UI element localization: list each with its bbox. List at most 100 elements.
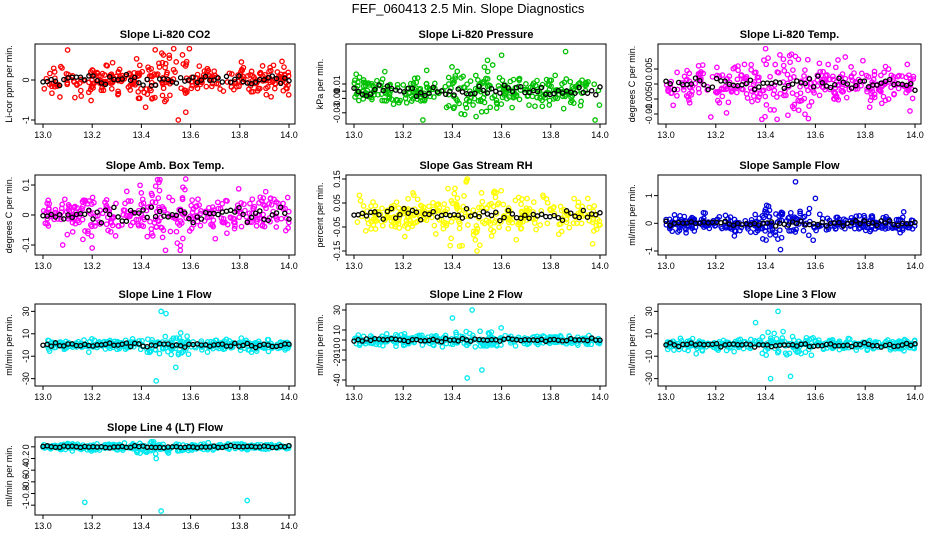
data-point xyxy=(152,46,159,53)
data-point xyxy=(259,63,266,69)
reference-point xyxy=(261,77,267,83)
reference-point xyxy=(874,222,880,229)
reference-point xyxy=(878,218,884,224)
reference-point xyxy=(232,340,238,347)
reference-point xyxy=(848,220,855,226)
data-point xyxy=(808,98,815,105)
reference-point xyxy=(472,90,478,97)
reference-point xyxy=(173,212,180,219)
x-tick-label: 13.8 xyxy=(542,392,560,402)
data-point xyxy=(273,224,280,230)
reference-point xyxy=(730,222,737,229)
data-point xyxy=(421,97,428,104)
data-point xyxy=(685,94,691,100)
reference-point xyxy=(182,344,188,350)
chart-title: Slope Line 4 (LT) Flow xyxy=(107,422,223,434)
data-point xyxy=(483,217,490,224)
data-point xyxy=(777,246,784,253)
data-point xyxy=(127,87,134,93)
data-point xyxy=(362,228,369,234)
data-point xyxy=(751,69,758,76)
data-point xyxy=(80,197,87,204)
data-point xyxy=(395,217,402,224)
data-point xyxy=(79,216,86,223)
data-point xyxy=(716,213,723,220)
data-point xyxy=(201,68,208,74)
data-point xyxy=(108,85,115,92)
x-tick-label: 13.2 xyxy=(707,130,725,140)
reference-point xyxy=(417,89,424,96)
reference-point xyxy=(447,88,453,95)
data-point xyxy=(41,85,48,92)
data-point xyxy=(196,63,203,69)
x-tick-label: 13.4 xyxy=(133,130,151,140)
data-point xyxy=(57,94,63,100)
data-point xyxy=(285,91,292,98)
data-point xyxy=(765,329,771,336)
reference-point xyxy=(282,210,288,217)
reference-point xyxy=(380,216,386,222)
data-point xyxy=(278,215,285,222)
data-point xyxy=(351,80,358,87)
chart-title: Slope Li-820 Temp. xyxy=(740,29,839,41)
data-point xyxy=(431,222,438,229)
data-point xyxy=(224,230,230,237)
reference-point xyxy=(840,79,847,85)
data-point xyxy=(885,66,892,72)
data-point xyxy=(172,215,179,222)
data-point xyxy=(194,71,201,78)
reference-point xyxy=(476,83,482,90)
reference-point xyxy=(123,71,130,78)
data-point xyxy=(479,367,485,373)
reference-point xyxy=(912,219,918,226)
data-point xyxy=(510,94,517,101)
data-point xyxy=(452,72,459,79)
data-point xyxy=(144,91,151,98)
reference-point xyxy=(48,343,55,349)
data-point xyxy=(461,84,468,91)
reference-point xyxy=(886,76,893,83)
reference-point xyxy=(861,78,868,84)
data-point xyxy=(806,103,812,109)
data-point xyxy=(461,111,468,118)
data-point xyxy=(804,56,811,63)
y-tick-label: 30 xyxy=(644,306,654,316)
x-tick-label: 14.0 xyxy=(906,392,924,402)
reference-point xyxy=(509,211,516,217)
reference-point xyxy=(663,218,669,225)
reference-point xyxy=(794,220,800,227)
data-point xyxy=(805,210,812,217)
data-point xyxy=(174,220,181,226)
data-point xyxy=(532,82,539,89)
data-point xyxy=(353,71,360,78)
data-point xyxy=(467,78,474,84)
data-point xyxy=(236,83,242,90)
data-point xyxy=(61,196,68,203)
data-point xyxy=(538,207,545,214)
reference-point xyxy=(77,74,84,80)
reference-point xyxy=(844,81,851,87)
data-point xyxy=(238,66,245,73)
data-point xyxy=(158,508,164,514)
data-point xyxy=(800,227,807,234)
data-point xyxy=(878,72,884,79)
data-point xyxy=(509,104,515,111)
data-point xyxy=(891,91,897,97)
data-point xyxy=(156,187,163,194)
data-point xyxy=(771,107,777,113)
data-point xyxy=(811,90,817,96)
data-point xyxy=(820,68,826,75)
data-point xyxy=(451,104,458,110)
reference-point xyxy=(202,73,209,80)
chart-title: Slope Amb. Box Temp. xyxy=(106,160,225,172)
x-tick-label: 13.4 xyxy=(133,521,151,531)
reference-point xyxy=(388,205,395,212)
reference-point xyxy=(413,93,420,100)
data-point xyxy=(401,233,408,240)
data-point xyxy=(155,195,162,201)
data-point xyxy=(176,335,183,342)
data-point xyxy=(484,76,491,82)
reference-point xyxy=(840,223,847,229)
reference-point xyxy=(269,73,276,79)
data-point xyxy=(683,226,689,233)
